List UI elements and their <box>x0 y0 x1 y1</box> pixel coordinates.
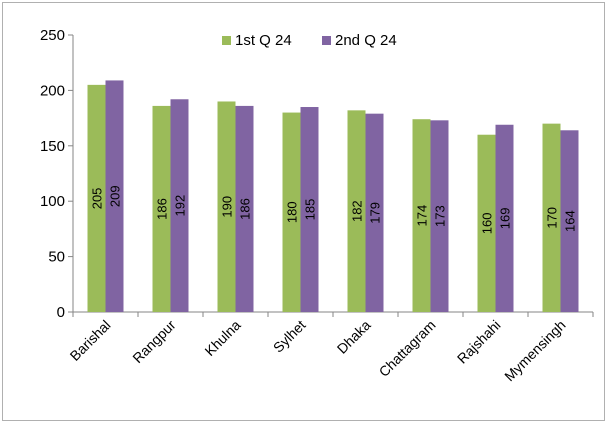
bar-khulna-series-2 <box>235 105 254 312</box>
bar-mymensingh-series-2 <box>560 130 579 312</box>
legend-label: 2nd Q 24 <box>335 32 397 49</box>
category-label: Mymensingh <box>501 317 568 384</box>
data-label: 205 <box>90 188 105 210</box>
bar-rangpur-series-1 <box>152 105 171 312</box>
y-tick-label: 100 <box>40 193 65 210</box>
data-label: 190 <box>220 196 235 218</box>
y-tick-label: 200 <box>40 82 65 99</box>
legend-label: 1st Q 24 <box>235 32 292 49</box>
data-label: 173 <box>433 205 448 227</box>
data-label: 174 <box>415 205 430 227</box>
bar-khulna-series-1 <box>217 101 236 312</box>
category-label: Dhaka <box>334 317 374 357</box>
bar-rangpur-series-2 <box>170 99 189 312</box>
category-label: Sylhet <box>270 317 309 356</box>
legend: 1st Q 24 2nd Q 24 <box>222 32 397 49</box>
category-label: Barishal <box>67 317 114 364</box>
data-label: 169 <box>498 208 513 230</box>
data-label: 180 <box>285 201 300 223</box>
category-label: Rangpur <box>129 317 179 367</box>
bar-chattagram-series-2 <box>430 120 449 312</box>
data-label: 185 <box>303 199 318 221</box>
axes <box>68 34 594 317</box>
data-label: 170 <box>545 207 560 229</box>
y-tick-label: 250 <box>40 27 65 44</box>
bar-sylhet-series-1 <box>282 112 301 312</box>
y-tick-label: 50 <box>48 249 65 266</box>
data-label: 164 <box>563 210 578 232</box>
category-label: Chattagram <box>376 317 439 380</box>
bar-barishal-series-1 <box>87 84 106 312</box>
data-label: 182 <box>350 200 365 222</box>
bar-dhaka-series-1 <box>347 110 366 313</box>
legend-swatch <box>322 36 331 45</box>
data-label: 186 <box>238 198 253 220</box>
y-tick-labels: 0 50 100 150 200 250 <box>40 27 65 321</box>
category-label: Rajshahi <box>454 317 504 367</box>
data-label: 186 <box>155 198 170 220</box>
data-label: 209 <box>108 185 123 207</box>
bar-sylhet-series-2 <box>300 107 319 313</box>
data-label: 192 <box>173 195 188 217</box>
bar-rajshahi-series-1 <box>477 134 496 312</box>
y-tick-label: 0 <box>57 304 65 321</box>
bar-barishal-series-2 <box>105 80 124 312</box>
data-label: 160 <box>480 213 495 235</box>
category-label: Khulna <box>201 317 243 359</box>
bar-rajshahi-series-2 <box>495 124 514 312</box>
bar-mymensingh-series-1 <box>542 123 561 312</box>
legend-swatch <box>222 36 231 45</box>
category-labels: Barishal Rangpur Khulna Sylhet Dhaka Chattagr… <box>67 317 569 385</box>
y-tick-label: 150 <box>40 138 65 155</box>
bar-chattagram-series-1 <box>412 119 431 312</box>
bar-dhaka-series-2 <box>365 113 384 312</box>
data-label: 179 <box>368 202 383 224</box>
